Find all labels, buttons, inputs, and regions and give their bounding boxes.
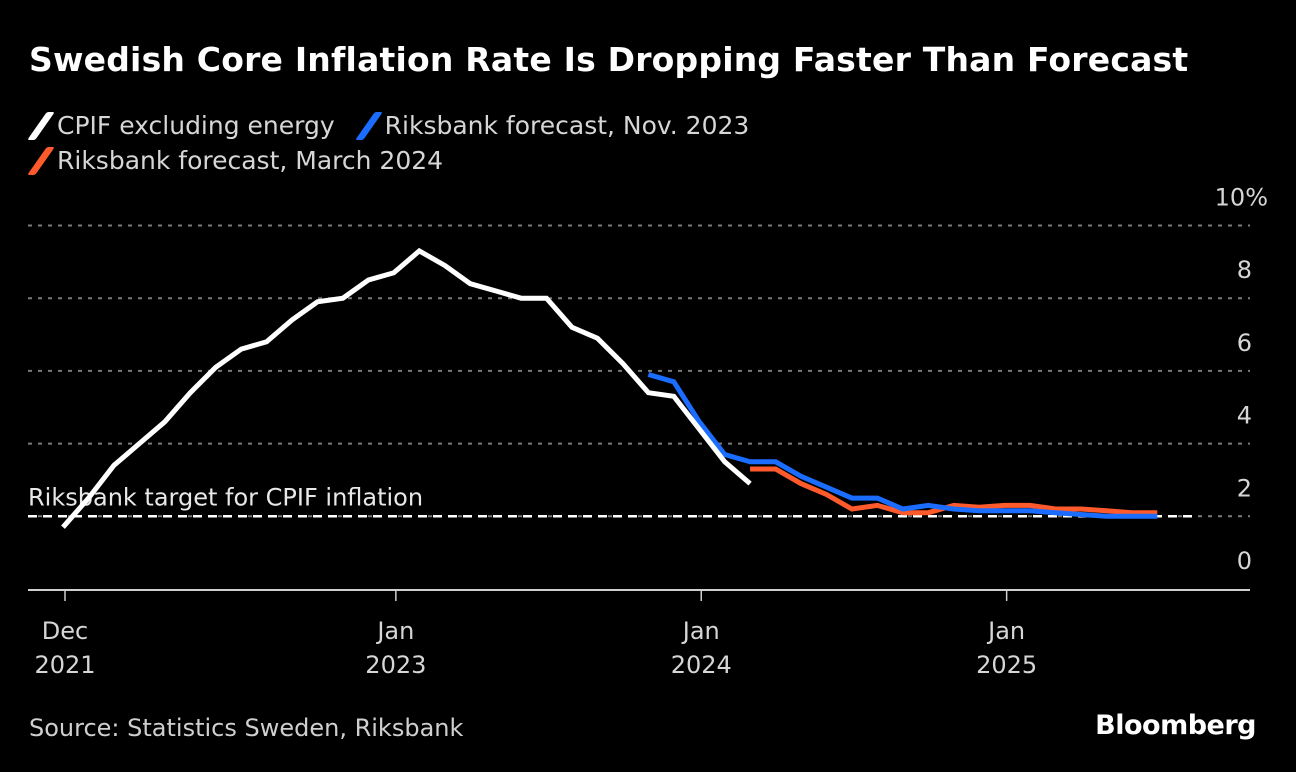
legend-label-march-forecast: Riksbank forecast, March 2024 <box>57 146 444 175</box>
legend-label-cpif: CPIF excluding energy <box>57 111 335 140</box>
y-tick-label: 4 <box>1237 402 1252 430</box>
series-line-0 <box>61 247 752 529</box>
y-tick-label: 2 <box>1237 474 1252 502</box>
source-note: Source: Statistics Sweden, Riksbank <box>29 714 464 742</box>
series-line-1 <box>647 372 1158 519</box>
x-axis: Dec 2021 Jan 2023 Jan 2024 Jan 2025 <box>28 589 1250 679</box>
x-tick-label-year: 2025 <box>976 651 1037 679</box>
x-tick-label-year: 2024 <box>671 651 732 679</box>
x-tick-label-year: 2023 <box>365 651 426 679</box>
legend: CPIF excluding energy Riksbank forecast,… <box>27 108 771 178</box>
y-tick-label: 8 <box>1237 256 1252 284</box>
chart-title: Swedish Core Inflation Rate Is Dropping … <box>29 40 1189 79</box>
x-tick-label-month: Jan <box>375 617 414 645</box>
legend-item-nov-forecast: Riksbank forecast, Nov. 2023 <box>354 111 750 140</box>
y-axis: 10% 8 6 4 2 0 <box>1215 184 1268 576</box>
legend-item-march-forecast: Riksbank forecast, March 2024 <box>27 146 444 175</box>
legend-row: CPIF excluding energy Riksbank forecast,… <box>27 108 771 143</box>
y-tick-label: 6 <box>1237 329 1252 357</box>
y-tick-label: 0 <box>1237 547 1252 575</box>
x-tick-label-year: 2021 <box>34 651 95 679</box>
y-tick-label: 10% <box>1215 184 1268 212</box>
x-tick-label-month: Dec <box>42 617 88 645</box>
legend-item-cpif: CPIF excluding energy <box>27 111 335 140</box>
series-lines <box>61 247 1158 529</box>
legend-row: Riksbank forecast, March 2024 <box>27 143 771 178</box>
x-tick-label-month: Jan <box>986 617 1025 645</box>
x-tick-label-month: Jan <box>681 617 720 645</box>
series-line-2 <box>750 466 1158 516</box>
legend-label-nov-forecast: Riksbank forecast, Nov. 2023 <box>384 111 750 140</box>
bloomberg-logo: Bloomberg <box>1095 710 1256 741</box>
